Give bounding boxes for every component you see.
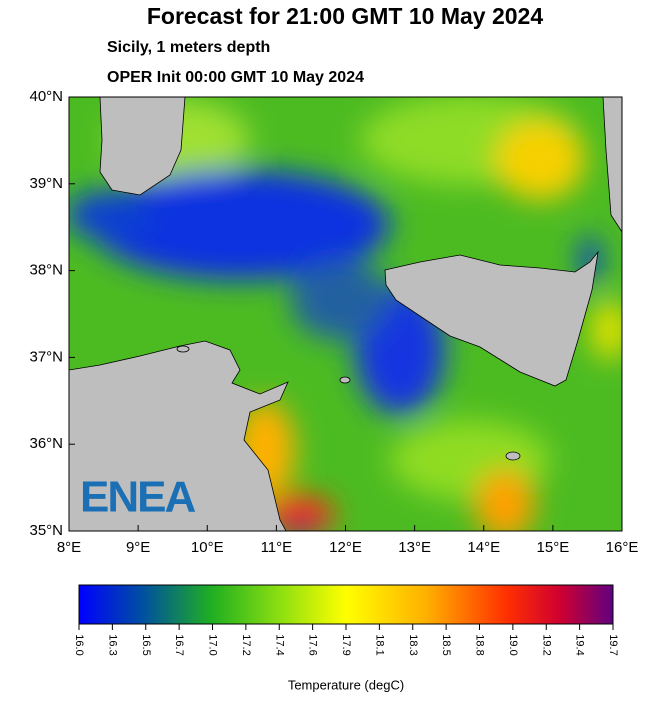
colorbar-tick-label: 19.0 bbox=[507, 634, 519, 655]
x-tick-label: 12°E bbox=[329, 539, 362, 556]
colorbar-tick-label: 17.2 bbox=[240, 634, 252, 655]
colorbar-tick-label: 19.7 bbox=[607, 634, 619, 655]
colorbar-tick-label: 18.5 bbox=[440, 634, 452, 655]
logo: ENEA bbox=[80, 473, 195, 522]
y-tick-label: 39°N bbox=[29, 175, 63, 192]
colorbar-tick-label: 16.7 bbox=[173, 634, 185, 655]
x-tick-label: 8°E bbox=[57, 539, 81, 556]
colorbar-tick-label: 17.4 bbox=[273, 634, 285, 655]
colorbar-tick-label: 18.1 bbox=[373, 634, 385, 655]
x-tick-label: 11°E bbox=[261, 539, 293, 556]
x-tick-label: 16°E bbox=[606, 539, 639, 556]
y-tick-label: 36°N bbox=[29, 435, 63, 452]
y-tick-label: 38°N bbox=[29, 262, 63, 279]
colorbar-tick-label: 17.9 bbox=[340, 634, 352, 655]
y-tick-label: 40°N bbox=[29, 88, 63, 105]
colorbar-tick-label: 18.8 bbox=[474, 634, 486, 655]
title: Forecast for 21:00 GMT 10 May 2024 bbox=[147, 3, 543, 29]
colorbar-tick-label: 16.3 bbox=[106, 634, 118, 655]
colorbar-tick-label: 16.5 bbox=[140, 634, 152, 655]
x-tick-label: 10°E bbox=[191, 539, 224, 556]
x-tick-label: 15°E bbox=[537, 539, 570, 556]
colorbar bbox=[78, 584, 614, 625]
colorbar-tick-label: 17.6 bbox=[307, 634, 319, 655]
init-time: OPER Init 00:00 GMT 10 May 2024 bbox=[107, 69, 364, 86]
colorbar-tick-label: 18.3 bbox=[407, 634, 419, 655]
subtitle: Sicily, 1 meters depth bbox=[107, 39, 270, 56]
x-tick-label: 9°E bbox=[126, 539, 150, 556]
x-tick-label: 13°E bbox=[398, 539, 431, 556]
x-tick-label: 14°E bbox=[467, 539, 500, 556]
colorbar-tick-label: 19.2 bbox=[540, 634, 552, 655]
y-tick-label: 37°N bbox=[29, 348, 63, 365]
colorbar-tick-label: 16.0 bbox=[73, 634, 85, 655]
colorbar-label: Temperature (degC) bbox=[288, 677, 404, 692]
colorbar-tick-label: 19.4 bbox=[574, 634, 586, 655]
colorbar-tick-label: 17.0 bbox=[207, 634, 219, 655]
y-tick-label: 35°N bbox=[29, 522, 63, 539]
map-field: ENEA bbox=[69, 97, 622, 531]
